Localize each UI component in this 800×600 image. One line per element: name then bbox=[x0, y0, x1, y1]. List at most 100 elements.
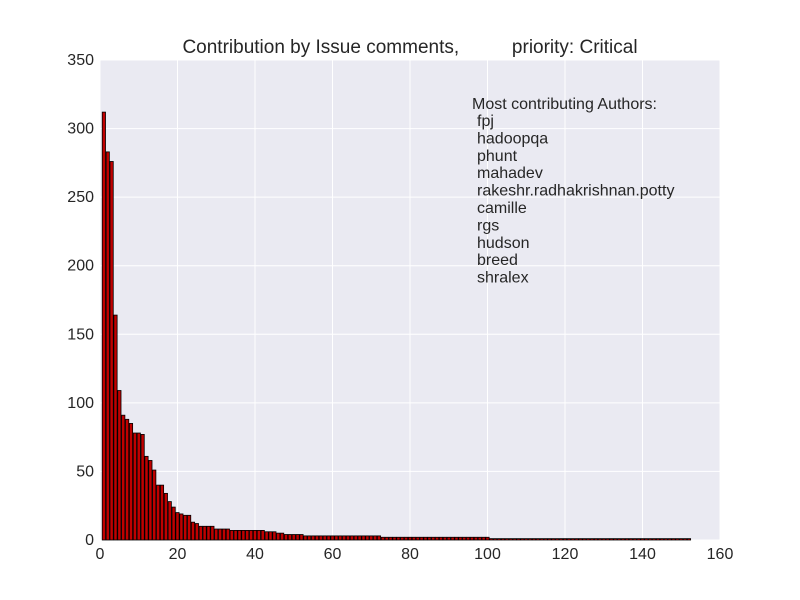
bar bbox=[373, 535, 378, 541]
bar bbox=[268, 531, 273, 541]
bar bbox=[652, 538, 657, 541]
x-tick-labels: 0 20 40 60 80 100 120 140 160 bbox=[96, 546, 734, 563]
bar bbox=[101, 111, 106, 541]
bar bbox=[655, 538, 661, 541]
bar bbox=[225, 528, 230, 541]
bar bbox=[500, 538, 506, 541]
bar bbox=[648, 538, 653, 541]
author-name: breed bbox=[477, 252, 518, 269]
bar bbox=[125, 418, 130, 541]
bar bbox=[342, 535, 347, 541]
bar bbox=[450, 536, 455, 541]
bar bbox=[462, 536, 467, 541]
x-tick-label: 80 bbox=[401, 546, 419, 563]
bar bbox=[152, 469, 157, 541]
x-tick-label: 160 bbox=[707, 546, 734, 563]
bar bbox=[334, 535, 339, 541]
bar bbox=[388, 536, 393, 541]
bar bbox=[551, 538, 556, 541]
bar bbox=[237, 530, 242, 541]
bar bbox=[121, 414, 126, 541]
bar bbox=[504, 538, 509, 541]
y-tick-label: 300 bbox=[67, 121, 94, 138]
bar bbox=[183, 514, 188, 541]
bar bbox=[132, 432, 137, 541]
bar bbox=[194, 523, 199, 541]
bar bbox=[489, 538, 494, 541]
bar bbox=[210, 525, 215, 541]
bar bbox=[318, 535, 323, 541]
author-name: hudson bbox=[477, 235, 530, 252]
bar bbox=[411, 536, 416, 541]
bar bbox=[570, 538, 575, 541]
bar bbox=[287, 534, 292, 541]
bar bbox=[206, 525, 211, 541]
bar bbox=[427, 536, 432, 541]
bar bbox=[609, 538, 614, 541]
bar bbox=[640, 538, 645, 541]
bar bbox=[477, 536, 482, 541]
bar bbox=[512, 538, 517, 541]
bar bbox=[249, 530, 254, 541]
bar bbox=[543, 538, 548, 541]
bar bbox=[632, 538, 637, 541]
y-tick-label: 50 bbox=[76, 463, 94, 480]
bar bbox=[314, 535, 320, 541]
bar bbox=[299, 534, 304, 541]
bar bbox=[539, 538, 544, 541]
bar bbox=[613, 538, 618, 541]
x-tick-label: 40 bbox=[246, 546, 264, 563]
bar bbox=[167, 501, 172, 541]
bar bbox=[295, 534, 300, 541]
bar bbox=[555, 538, 560, 541]
author-name: mahadev bbox=[477, 165, 543, 182]
y-tick-label: 350 bbox=[67, 52, 94, 69]
bar bbox=[229, 530, 234, 541]
bar bbox=[481, 536, 486, 541]
bar bbox=[683, 538, 688, 541]
bar bbox=[345, 535, 351, 541]
bar bbox=[400, 536, 405, 541]
bar bbox=[663, 538, 668, 541]
bar bbox=[136, 432, 141, 541]
bar bbox=[260, 530, 265, 541]
y-tick-labels: 0 50 100 150 200 250 300 350 bbox=[67, 52, 94, 549]
bar bbox=[679, 538, 684, 541]
x-tick-label: 140 bbox=[629, 546, 656, 563]
bar bbox=[516, 538, 521, 541]
y-tick-label: 0 bbox=[85, 532, 94, 549]
chart-title: Contribution by Issue comments, priority… bbox=[182, 37, 637, 58]
bar bbox=[163, 492, 168, 541]
bar bbox=[531, 538, 537, 541]
bar bbox=[361, 535, 366, 541]
author-name: shralex bbox=[477, 270, 529, 287]
bar bbox=[330, 535, 335, 541]
bar bbox=[221, 528, 227, 541]
bar bbox=[214, 528, 219, 541]
y-tick-label: 250 bbox=[67, 189, 94, 206]
bar bbox=[671, 538, 676, 541]
bar bbox=[264, 531, 269, 541]
bar bbox=[311, 535, 316, 541]
bar bbox=[241, 530, 246, 541]
bar bbox=[528, 538, 533, 541]
bar bbox=[473, 536, 478, 541]
bar bbox=[252, 530, 258, 541]
bar bbox=[218, 528, 223, 541]
bar bbox=[357, 535, 362, 541]
bar bbox=[353, 535, 358, 541]
x-tick-label: 100 bbox=[474, 546, 501, 563]
bar bbox=[636, 538, 641, 541]
bar bbox=[376, 535, 382, 541]
author-name: camille bbox=[477, 200, 527, 217]
bar bbox=[574, 538, 579, 541]
bar bbox=[349, 535, 354, 541]
bar bbox=[326, 535, 331, 541]
bar bbox=[276, 532, 281, 541]
bar bbox=[524, 538, 529, 541]
bar bbox=[175, 512, 180, 541]
bar bbox=[559, 538, 564, 541]
bar bbox=[198, 525, 203, 541]
bar bbox=[438, 536, 444, 541]
